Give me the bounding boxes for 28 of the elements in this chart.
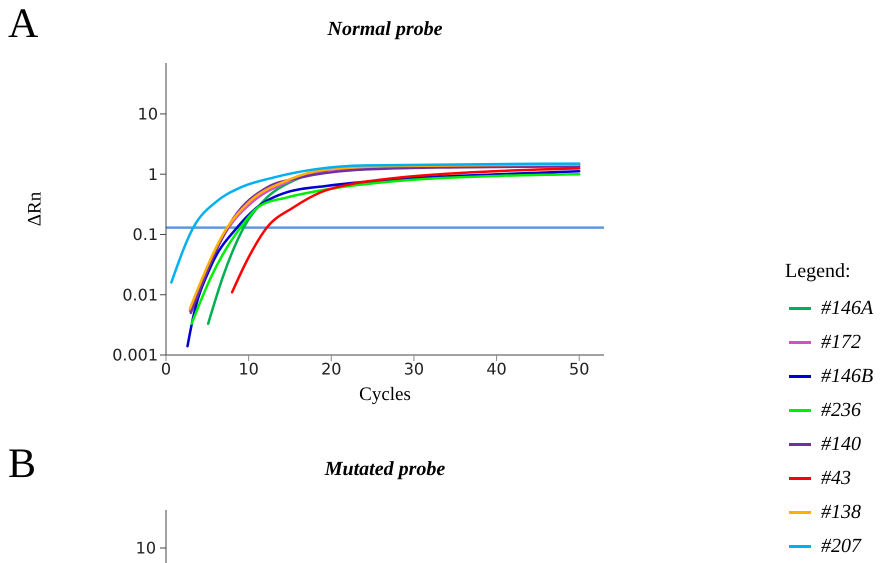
y-tick-label: 0.1 [132, 225, 158, 244]
x-tick-label: 40 [486, 359, 507, 378]
x-tick-label: 20 [321, 359, 342, 378]
y-tick-label: 1 [148, 164, 158, 184]
legend-title: Legend: [785, 260, 852, 283]
x-axis-title: Cycles [359, 384, 411, 405]
x-tick-label: 0 [160, 359, 172, 378]
legend-label: #138 [820, 500, 862, 524]
line-series [230, 167, 580, 294]
x-tick-label: 10 [238, 359, 259, 378]
legend-label: #43 [820, 466, 852, 490]
chart-title: Normal probe [326, 18, 444, 41]
text: B [8, 441, 36, 487]
y-tick-label: 10 [138, 104, 158, 124]
legend-label: #140 [820, 432, 862, 456]
legend-label: #236 [820, 398, 862, 422]
legend-label: #207 [820, 534, 863, 558]
line-series [170, 162, 580, 284]
legend-label: #172 [820, 330, 862, 354]
legend-label: #146B [820, 364, 874, 388]
x-tick-label: 50 [569, 359, 590, 378]
y-tick-label: 0.01 [122, 285, 158, 304]
x-tick-label: 30 [404, 359, 424, 378]
legend-label: #146A [820, 296, 874, 320]
text: Mutated probe [324, 458, 446, 481]
y-tick-label: 0.001 [112, 346, 158, 365]
y-axis-title: ΔRn [24, 191, 46, 226]
text: A [8, 1, 38, 47]
